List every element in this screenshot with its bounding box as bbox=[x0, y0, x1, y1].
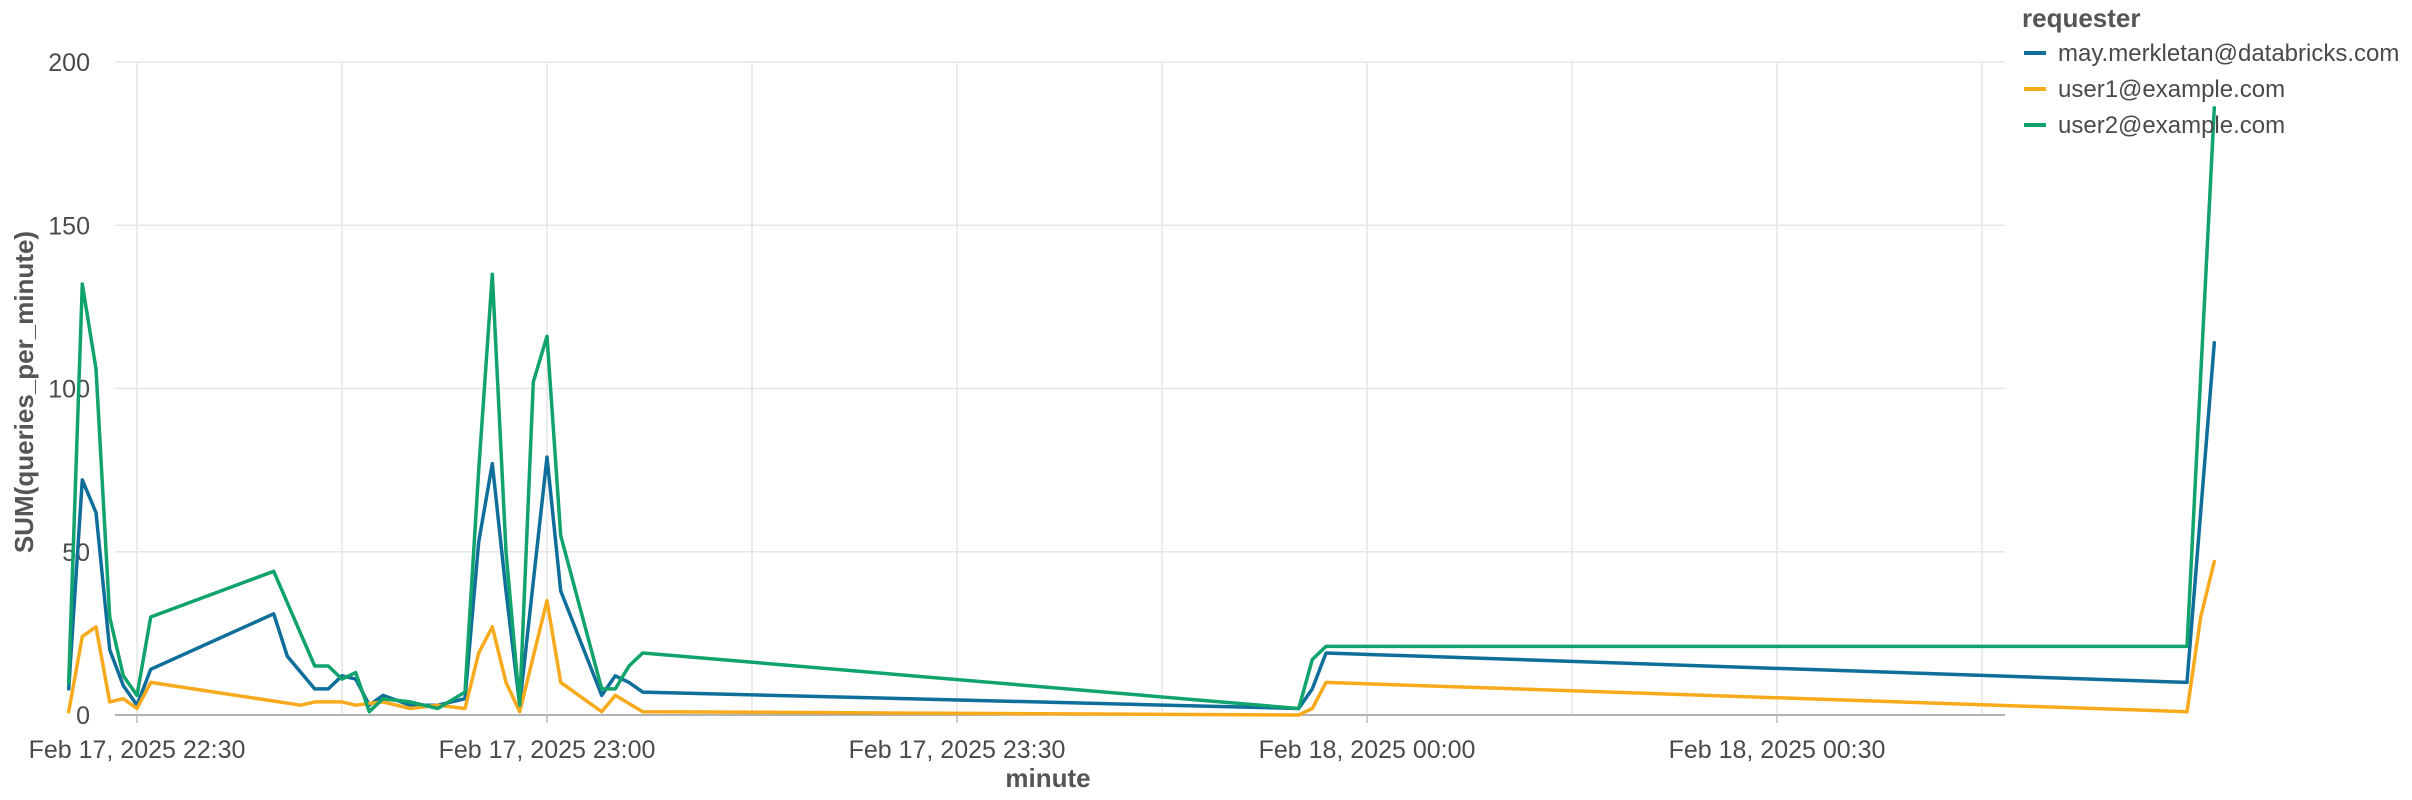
y-axis-title: SUM(queries_per_minute) bbox=[9, 231, 39, 553]
x-tick-label: Feb 17, 2025 23:00 bbox=[439, 736, 656, 764]
x-tick-label: Feb 17, 2025 22:30 bbox=[29, 736, 246, 764]
x-tick-label: Feb 18, 2025 00:00 bbox=[1259, 736, 1476, 764]
y-tick-label: 100 bbox=[48, 376, 90, 404]
grid-layer bbox=[115, 61, 2005, 716]
series-line-2 bbox=[66, 559, 2217, 717]
x-axis-title: minute bbox=[1005, 763, 1090, 793]
x-tick-labels: Feb 17, 2025 22:30 Feb 17, 2025 23:00 Feb … bbox=[29, 715, 1886, 764]
series-lines bbox=[66, 105, 2217, 717]
legend-label: user2@example.com bbox=[2058, 112, 2285, 139]
legend-label: user1@example.com bbox=[2058, 76, 2285, 103]
legend-items: may.merkletan@databricks.com user1@exampl… bbox=[2024, 40, 2399, 139]
y-tick-label: 200 bbox=[48, 49, 90, 77]
legend-title: requester bbox=[2022, 3, 2141, 33]
legend-label: may.merkletan@databricks.com bbox=[2058, 40, 2399, 67]
y-tick-label: 0 bbox=[76, 702, 90, 730]
legend: requester may.merkletan@databricks.com us… bbox=[2022, 3, 2399, 139]
series-line-3 bbox=[66, 105, 2217, 714]
series-line-1 bbox=[66, 341, 2217, 711]
x-tick-label: Feb 18, 2025 00:30 bbox=[1669, 736, 1886, 764]
y-tick-label: 150 bbox=[48, 212, 90, 240]
x-tick-label: Feb 17, 2025 23:30 bbox=[849, 736, 1066, 764]
